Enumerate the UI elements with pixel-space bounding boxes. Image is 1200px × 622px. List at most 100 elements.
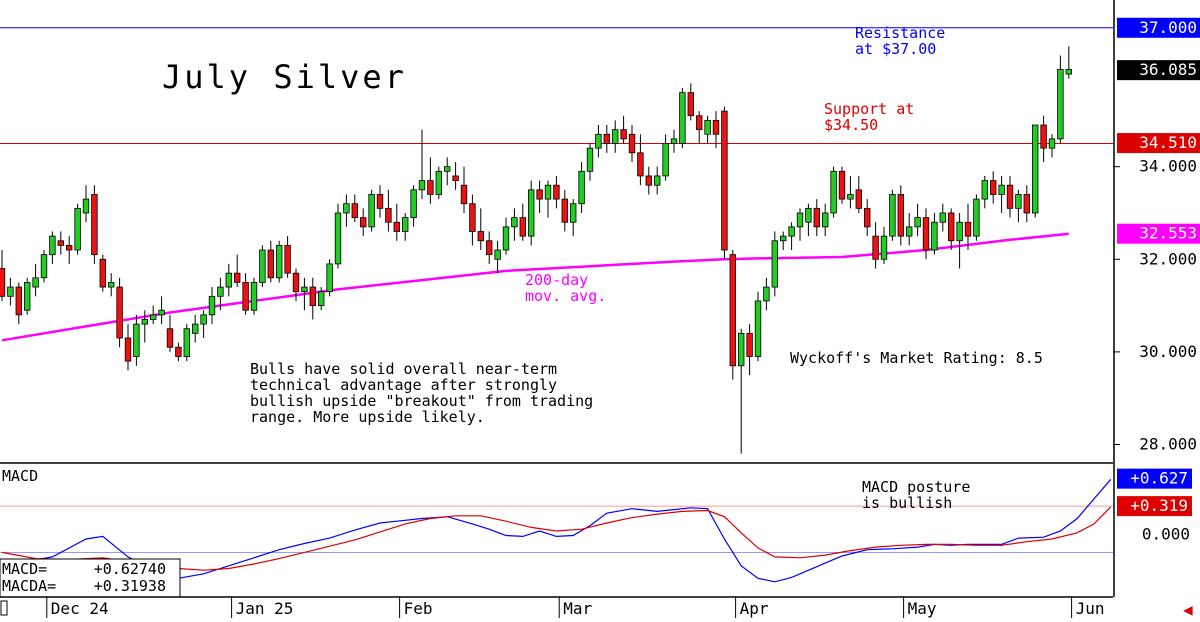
candle-body-down xyxy=(922,217,930,251)
candle-body-up xyxy=(586,147,594,172)
candle xyxy=(158,296,165,325)
price-tag xyxy=(1117,223,1200,244)
macd-line xyxy=(1,478,1112,583)
candle xyxy=(662,134,669,181)
candle-body-up xyxy=(830,170,837,214)
candle xyxy=(326,259,333,297)
annotation-line: at $37.00 xyxy=(855,40,936,58)
support-annotation: Support at $34.50 xyxy=(824,100,914,134)
candle-body-up xyxy=(981,180,988,200)
candle-body-up xyxy=(149,314,157,320)
candle xyxy=(250,277,258,315)
candle-body-down xyxy=(628,133,636,154)
candle xyxy=(570,199,577,237)
candle-body-down xyxy=(469,203,476,232)
x-month-label: Feb xyxy=(404,599,433,618)
candle-body-up xyxy=(788,226,795,237)
candle-body-down xyxy=(427,180,434,195)
candle xyxy=(301,277,308,311)
price-tag xyxy=(1117,60,1200,81)
candle xyxy=(116,277,123,348)
candle-body-down xyxy=(66,244,73,251)
candle-body-down xyxy=(267,249,274,279)
candle-body-up xyxy=(1048,138,1056,149)
candle xyxy=(544,180,552,218)
candle xyxy=(847,175,854,209)
annotation-line: range. More upside likely. xyxy=(250,408,485,426)
readout-value: +0.31938 xyxy=(94,577,166,595)
candle xyxy=(410,185,417,227)
candle xyxy=(200,310,207,338)
candle xyxy=(645,166,652,195)
candle xyxy=(23,277,31,315)
candle-body-up xyxy=(847,194,854,200)
candle-body-up xyxy=(368,194,375,228)
candle xyxy=(1032,124,1039,218)
candle-body-down xyxy=(1040,124,1047,149)
annotation-line: mov. avg. xyxy=(525,287,606,305)
readout-frame xyxy=(0,558,181,598)
candle xyxy=(763,277,770,311)
candle-body-down xyxy=(897,194,904,237)
candle xyxy=(40,250,48,283)
candle-body-up xyxy=(670,138,678,144)
candle-body-up xyxy=(443,166,451,172)
candle xyxy=(687,83,694,121)
macd-layer: MACD posture is bullish MACD= +0.62740 MACDA… xyxy=(0,478,1113,598)
candle-body-up xyxy=(998,184,1005,195)
candle-body-down xyxy=(0,268,6,297)
candle xyxy=(1015,189,1022,223)
candle xyxy=(612,120,619,153)
candle-body-down xyxy=(99,258,106,288)
candle xyxy=(183,324,190,362)
candle xyxy=(830,166,837,218)
candle xyxy=(872,222,879,269)
candle xyxy=(1023,185,1030,223)
scroll-left-arrow-icon[interactable]: ◀ xyxy=(1183,600,1193,619)
candle-body-up xyxy=(662,143,669,177)
candle-body-down xyxy=(838,170,846,200)
candle xyxy=(233,254,241,288)
candle xyxy=(376,185,384,218)
candle xyxy=(1065,46,1072,79)
candle xyxy=(948,208,955,251)
candle-body-up xyxy=(880,235,888,260)
candle xyxy=(813,199,820,237)
candle-body-up xyxy=(494,249,501,260)
candle-body-down xyxy=(309,286,316,306)
candle xyxy=(7,277,14,306)
candle xyxy=(309,277,316,320)
candle xyxy=(1048,134,1056,158)
candle xyxy=(889,189,896,241)
candle-body-down xyxy=(15,286,22,316)
macda-line xyxy=(1,506,1112,571)
candle-body-down xyxy=(460,184,468,205)
candle xyxy=(91,185,98,264)
candle-body-up xyxy=(49,235,56,256)
candle xyxy=(586,143,594,181)
candle xyxy=(57,231,64,255)
candle-body-down xyxy=(292,272,300,293)
candle-body-down xyxy=(813,207,820,228)
candle xyxy=(838,166,846,204)
candle-body-up xyxy=(502,226,510,251)
candle xyxy=(141,310,148,343)
candle-body-up xyxy=(931,221,938,251)
candle xyxy=(359,208,367,237)
candle xyxy=(654,166,661,195)
candle-body-up xyxy=(343,203,350,214)
candle xyxy=(259,245,266,288)
candle-body-down xyxy=(57,240,64,246)
candle xyxy=(385,189,392,232)
candle-body-up xyxy=(133,323,140,357)
candle-body-up xyxy=(1057,69,1064,140)
macd-tick-label: 0.000 xyxy=(1142,525,1190,544)
candle-body-up xyxy=(956,221,963,242)
annotation-line: MACD posture xyxy=(862,478,970,496)
candle xyxy=(334,203,342,269)
x-axis-marker xyxy=(0,600,8,616)
candle-body-up xyxy=(225,272,232,288)
candle xyxy=(225,263,232,297)
candle xyxy=(208,287,216,325)
macd-tag xyxy=(1117,468,1192,489)
